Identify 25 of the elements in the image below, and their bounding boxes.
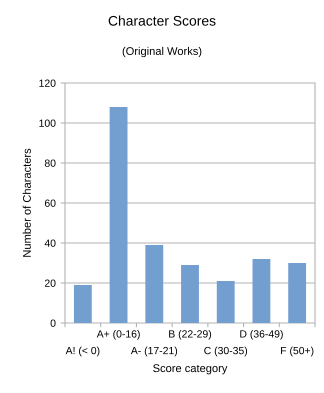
chart-title: Character Scores [108,16,216,26]
bar [145,245,164,323]
y-axis-title: Number of Characters [22,148,31,257]
x-tick-label: A+ (0-16) [96,330,140,340]
y-tick-label: 0 [50,320,56,327]
y-tick-label: 100 [39,120,56,127]
chart-subtitle: (Original Works) [122,46,202,58]
y-tick-label: 60 [44,200,56,207]
y-tick-label: 40 [44,240,56,247]
x-tick-label: A- (17-21) [130,346,178,356]
bar [181,265,199,323]
y-tick-label: 120 [39,80,56,87]
bar [288,263,306,323]
x-tick-label: F (50+) [281,346,314,356]
x-axis-title: Score category [153,364,228,374]
y-tick-label: 20 [44,280,56,287]
x-tick-label: A! (< 0) [66,346,100,356]
bar [110,107,128,323]
bar [216,281,235,323]
x-tick-label: C (30-35) [204,346,248,356]
x-tick-label: B (22-29) [169,330,212,340]
y-tick-label: 80 [44,160,56,167]
bar [252,259,270,323]
bar [74,285,92,323]
x-tick-label: D (36-49) [240,330,283,340]
